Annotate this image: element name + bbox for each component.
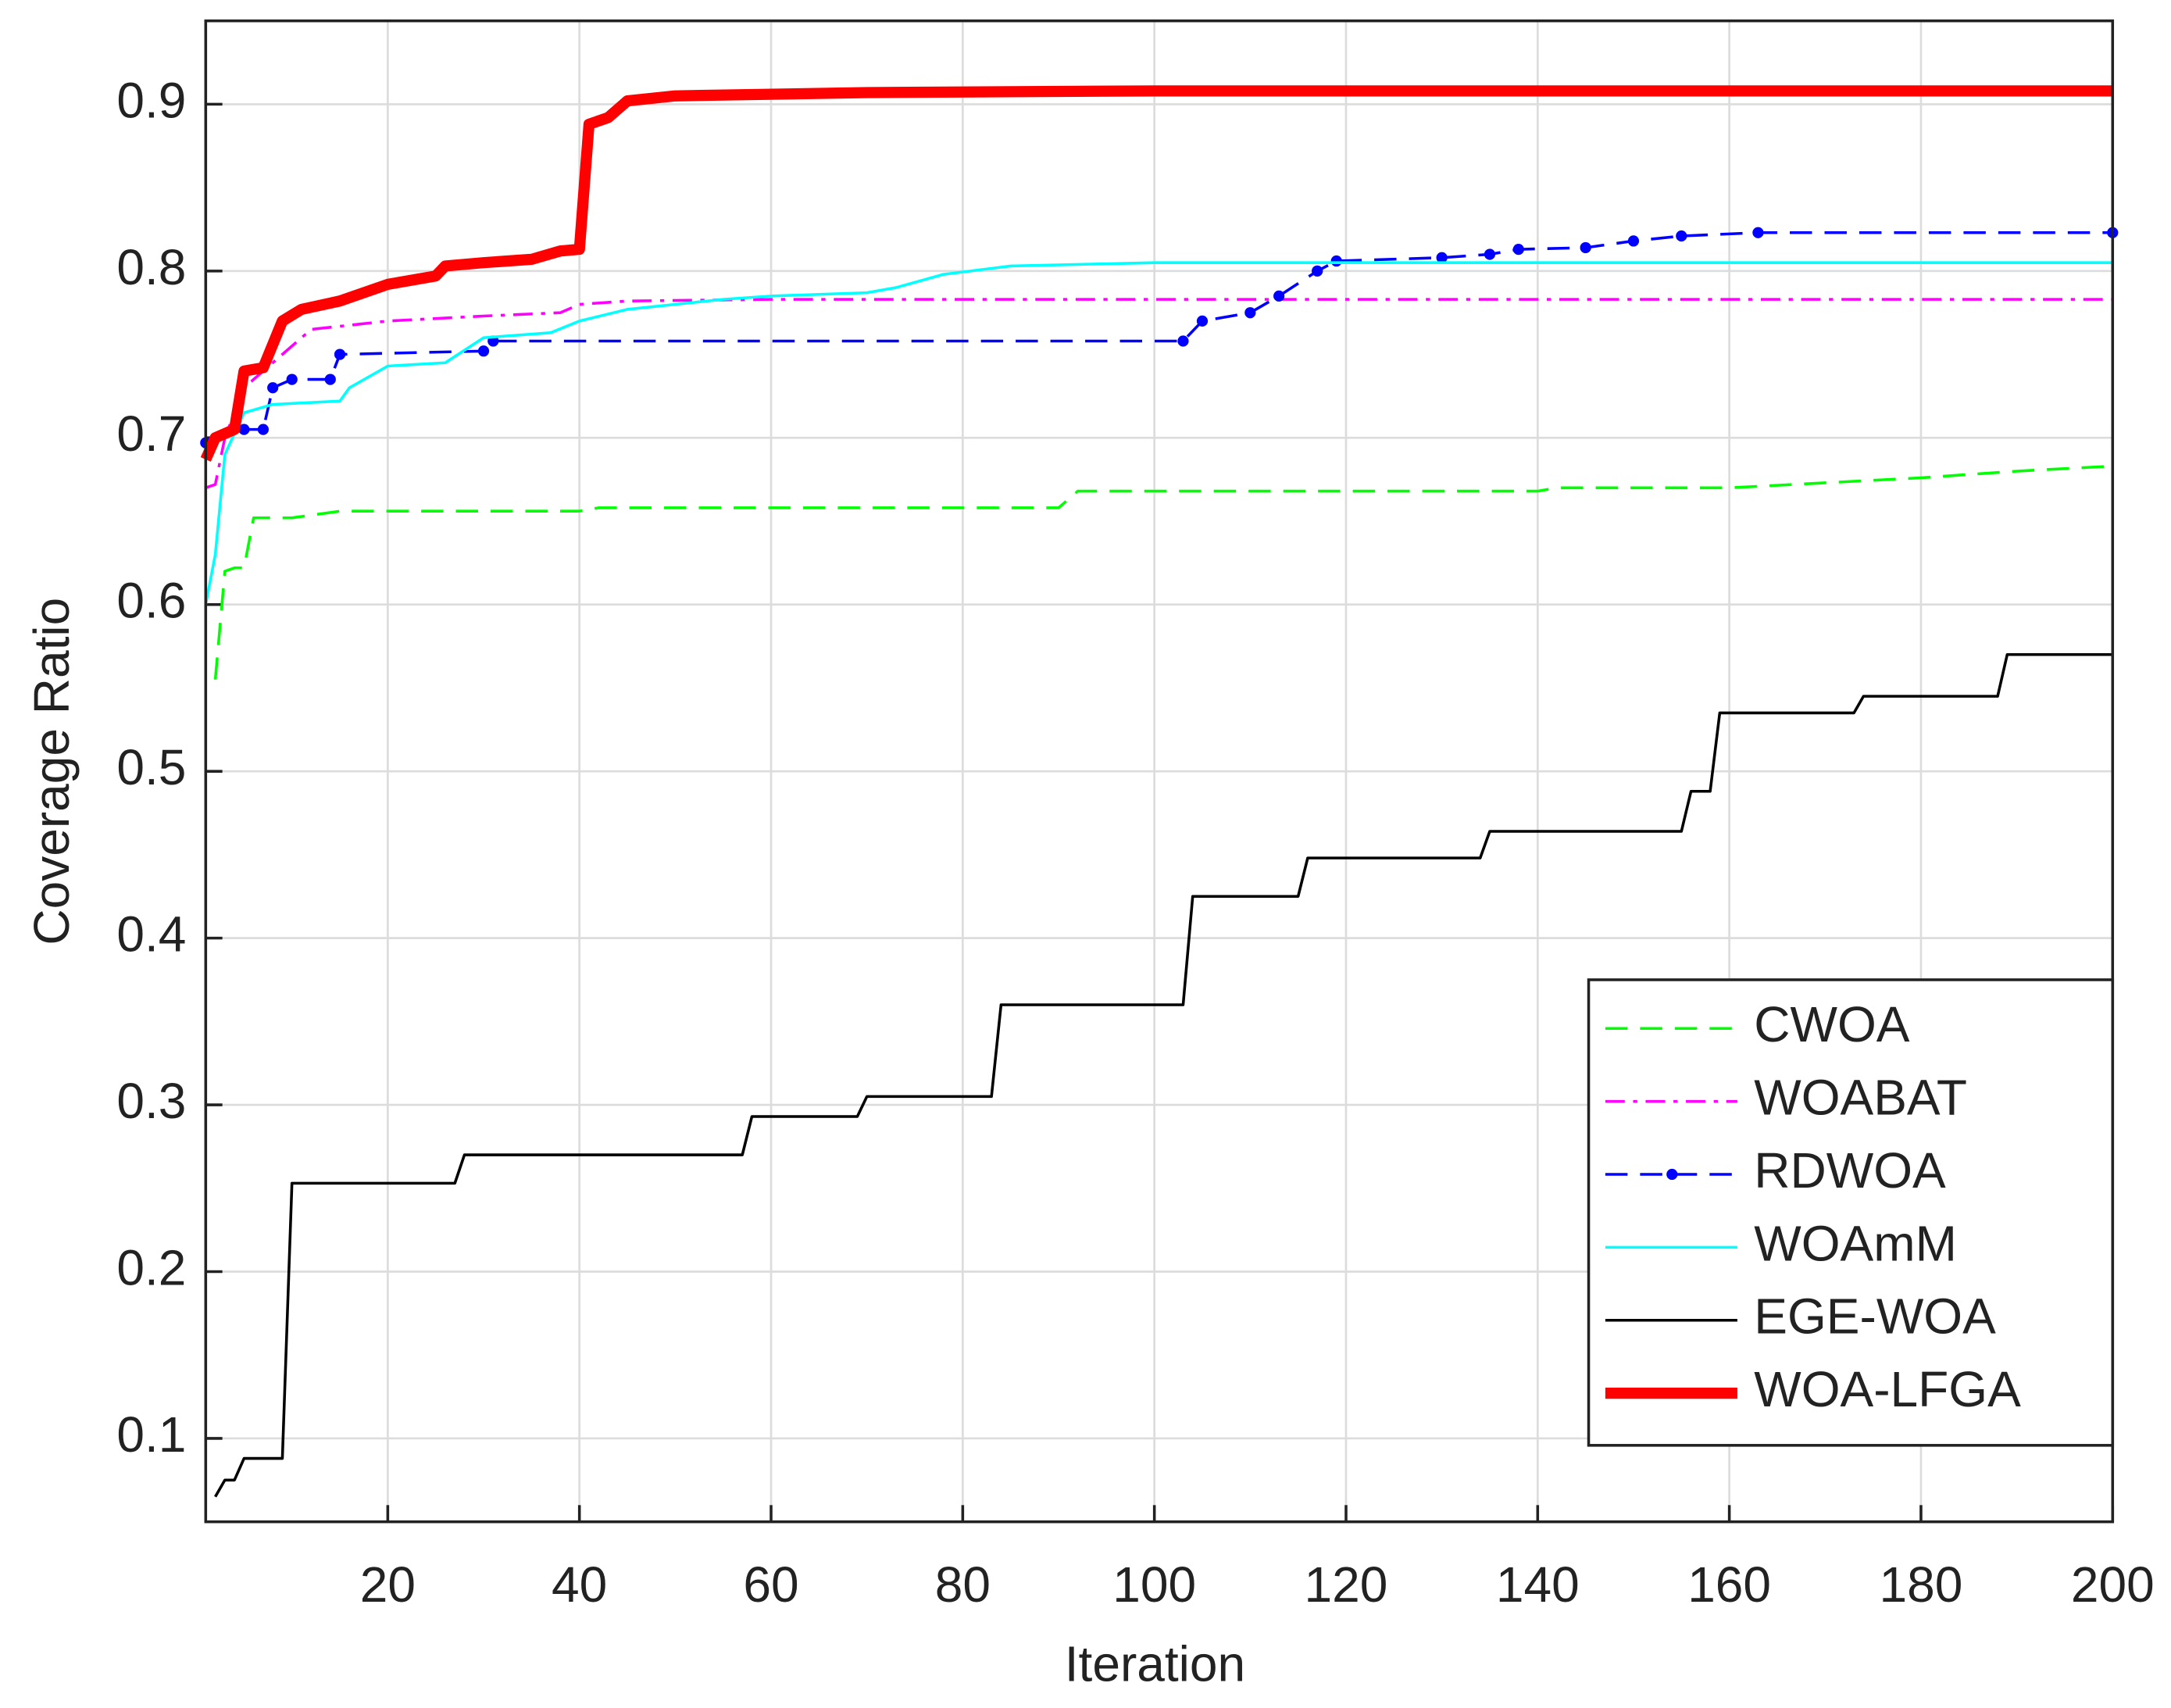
point [1436, 252, 1448, 263]
y-tick-label: 0.1 [116, 1406, 186, 1463]
legend-label: EGE-WOA [1754, 1288, 1996, 1345]
legend-box [1587, 978, 2115, 1447]
y-tick-label: 0.6 [116, 573, 186, 629]
point [257, 423, 270, 435]
y-tick-label: 0.2 [116, 1239, 186, 1295]
x-axis-label: Iteration [1065, 1635, 1245, 1692]
legend-marker [1666, 1168, 1678, 1181]
axes-frame [204, 19, 2115, 1524]
x-tick-label: 100 [1112, 1556, 1196, 1613]
legend-label: WOAmM [1754, 1215, 1957, 1271]
x-tick-label: 180 [1880, 1556, 1963, 1613]
y-tick-label: 0.5 [116, 739, 186, 795]
point [1273, 290, 1285, 302]
y-axis-label: Coverage Ratio [23, 598, 80, 945]
point [1627, 235, 1640, 247]
series-line [204, 261, 2113, 606]
point [267, 382, 279, 394]
series-line [200, 85, 2113, 462]
legend-label: RDWOA [1754, 1142, 1946, 1199]
point [1177, 335, 1189, 347]
legend-label: CWOA [1754, 996, 1910, 1052]
y-tick-label: 0.3 [116, 1073, 186, 1129]
x-tick-label: 80 [935, 1556, 991, 1613]
x-tick-label: 140 [1496, 1556, 1580, 1613]
point [1484, 248, 1496, 260]
x-tick-label: 40 [552, 1556, 607, 1613]
y-tick-label: 0.4 [116, 906, 186, 963]
x-tick-label: 60 [743, 1556, 798, 1613]
point [1580, 241, 1591, 254]
y-tick-label: 0.8 [116, 239, 186, 295]
point [1244, 307, 1256, 319]
point [334, 348, 346, 360]
series-line [214, 652, 2113, 1498]
point [1512, 243, 1524, 255]
point [1312, 265, 1323, 277]
legend-label: WOA-LFGA [1754, 1361, 2021, 1417]
point [324, 373, 336, 385]
x-tick-label: 120 [1305, 1556, 1388, 1613]
point [1330, 255, 1342, 267]
point [477, 345, 490, 357]
legend-label: WOABAT [1754, 1070, 1967, 1126]
point [1752, 227, 1764, 238]
series-line [213, 464, 2113, 680]
x-tick-label: 160 [1687, 1556, 1771, 1613]
point [1196, 315, 1209, 327]
x-tick-label: 200 [2071, 1556, 2155, 1613]
point [238, 423, 250, 435]
point [286, 373, 298, 385]
y-tick-label: 0.9 [116, 72, 186, 128]
point [1676, 230, 1687, 242]
x-tick-label: 20 [360, 1556, 416, 1613]
y-tick-label: 0.7 [116, 406, 186, 462]
